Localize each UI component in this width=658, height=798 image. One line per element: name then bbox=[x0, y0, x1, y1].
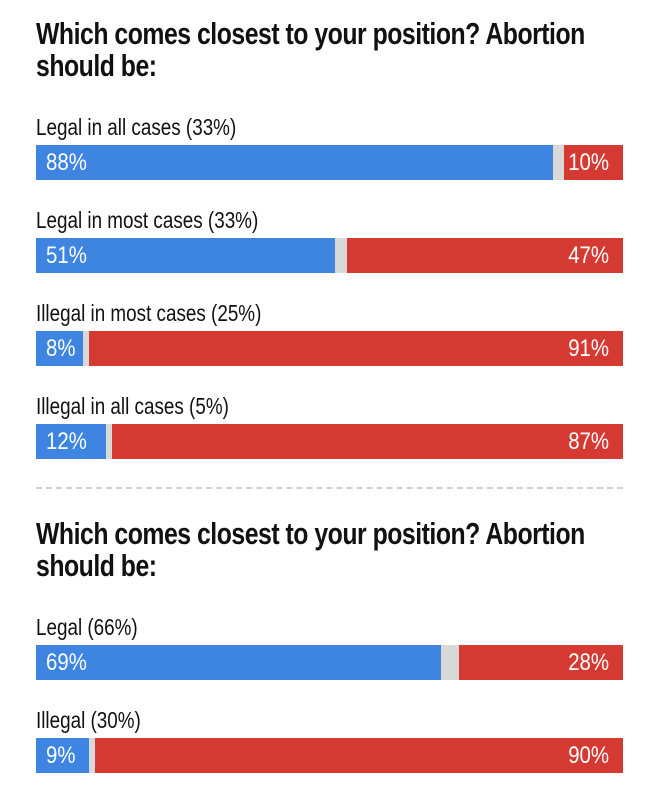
bar-segment-legal bbox=[36, 145, 553, 180]
row-label: Illegal in most cases (25%) bbox=[36, 300, 262, 326]
value-label-legal: 69% bbox=[46, 649, 87, 676]
bar-segment-legal bbox=[36, 645, 442, 680]
value-label-illegal: 90% bbox=[568, 742, 609, 769]
value-label-legal: 12% bbox=[46, 428, 87, 455]
bar-track: 9% 90% bbox=[36, 738, 623, 773]
row-label: Legal (66%) bbox=[36, 614, 138, 640]
chart-title-1: Which comes closest to your position? Ab… bbox=[36, 16, 585, 83]
bar-track: 12% 87% bbox=[36, 424, 623, 459]
bar-segment-illegal bbox=[94, 738, 623, 773]
row-label: Illegal (30%) bbox=[36, 707, 141, 733]
value-label-illegal: 47% bbox=[568, 242, 609, 269]
row-label: Legal in most cases (33%) bbox=[36, 207, 259, 233]
value-label-illegal: 10% bbox=[568, 149, 609, 176]
bar-segment-illegal bbox=[347, 238, 623, 273]
value-label-illegal: 91% bbox=[568, 335, 609, 362]
bar-segment-illegal bbox=[112, 424, 623, 459]
value-label-illegal: 87% bbox=[568, 428, 609, 455]
bar-segment-legal bbox=[36, 738, 89, 773]
section-divider bbox=[36, 487, 623, 489]
bar-segment-illegal bbox=[458, 645, 623, 680]
value-label-legal: 88% bbox=[46, 149, 87, 176]
bar-segment-illegal bbox=[88, 331, 623, 366]
bar-track: 88% 10% bbox=[36, 145, 623, 180]
value-label-illegal: 28% bbox=[568, 649, 609, 676]
chart-section-2: Which comes closest to your position? Ab… bbox=[36, 516, 623, 773]
value-label-legal: 51% bbox=[46, 242, 87, 269]
bar-segment-legal bbox=[36, 424, 107, 459]
bar-segment-legal bbox=[36, 238, 336, 273]
bar-track: 69% 28% bbox=[36, 645, 623, 680]
bar-segment-legal bbox=[36, 331, 83, 366]
row-label: Illegal in all cases (5%) bbox=[36, 393, 229, 419]
chart-section-1: Which comes closest to your position? Ab… bbox=[36, 16, 623, 459]
row-label: Legal in all cases (33%) bbox=[36, 114, 237, 140]
value-label-legal: 8% bbox=[46, 335, 76, 362]
bar-track: 8% 91% bbox=[36, 331, 623, 366]
value-label-legal: 9% bbox=[46, 742, 76, 769]
chart-title-2: Which comes closest to your position? Ab… bbox=[36, 516, 585, 583]
bar-segment-illegal bbox=[564, 145, 623, 180]
bar-track: 51% 47% bbox=[36, 238, 623, 273]
